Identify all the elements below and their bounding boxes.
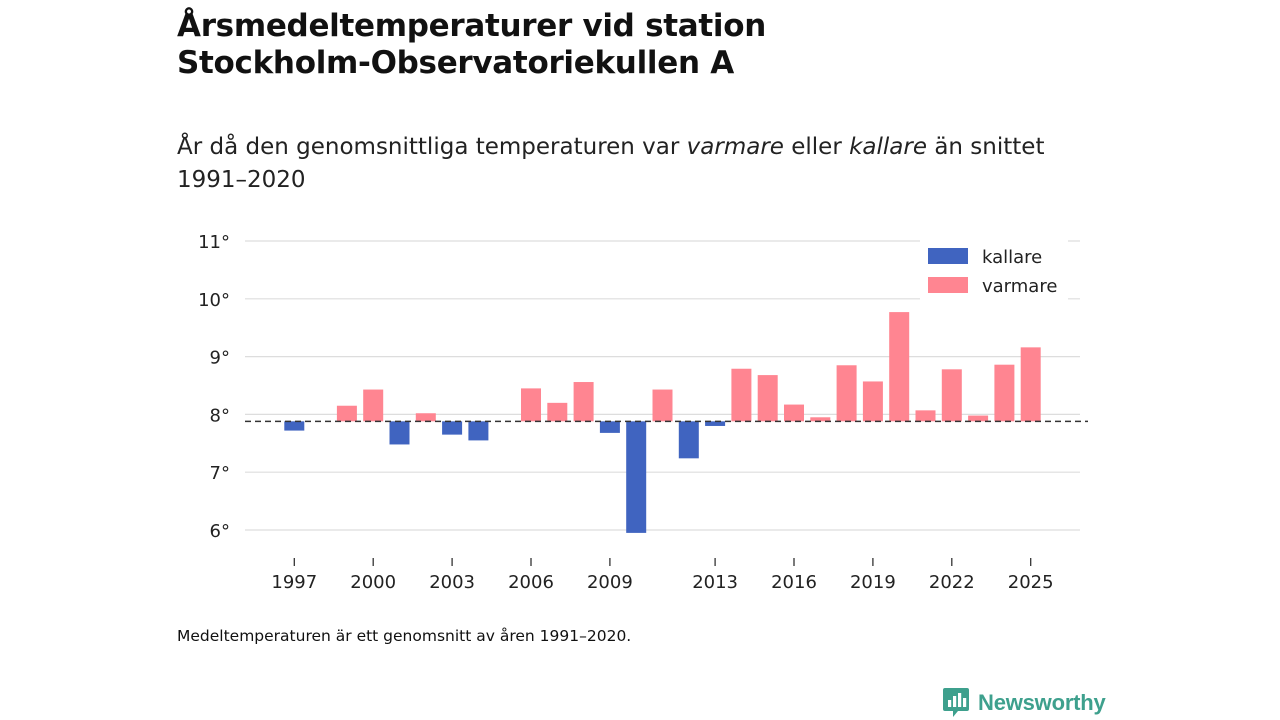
- y-tick-label: 8°: [210, 405, 230, 426]
- y-tick-label: 10°: [198, 290, 230, 311]
- brand-name: Newsworthy: [978, 690, 1106, 715]
- bar: [521, 388, 541, 422]
- legend-swatch: [928, 277, 968, 293]
- y-tick-label: 9°: [210, 348, 230, 369]
- bar: [336, 405, 357, 422]
- x-tick-label: 2019: [850, 572, 896, 593]
- bar: [941, 369, 962, 422]
- chart-subtitle: År då den genomsnittliga temperaturen va…: [177, 131, 1077, 197]
- bar: [442, 421, 463, 435]
- x-tick-label: 2000: [350, 572, 396, 593]
- newsworthy-logo-icon: [943, 688, 969, 717]
- x-tick-label: 2006: [508, 572, 554, 593]
- title-line-1: Årsmedeltemperaturer vid station: [177, 8, 766, 44]
- bar: [652, 389, 673, 422]
- bar: [547, 402, 568, 422]
- bar: [363, 389, 384, 422]
- x-tick-label: 2003: [429, 572, 475, 593]
- legend-label: kallare: [982, 247, 1042, 268]
- bar: [889, 312, 910, 422]
- bar: [915, 410, 936, 422]
- chart-title: Årsmedeltemperaturer vid station Stockho…: [177, 8, 1077, 82]
- bar: [626, 421, 647, 533]
- x-tick-label: 2025: [1008, 572, 1054, 593]
- y-tick-label: 6°: [210, 521, 230, 542]
- footnote: Medeltemperaturen är ett genomsnitt av å…: [177, 627, 632, 645]
- subtitle-warm-word: varmare: [686, 134, 784, 160]
- bar: [836, 365, 857, 422]
- x-tick-label: 2009: [587, 572, 633, 593]
- legend-label: varmare: [982, 276, 1057, 297]
- subtitle-part-3: än snittet 1991–2020: [177, 134, 1045, 193]
- bar: [705, 421, 726, 426]
- bar: [757, 375, 778, 422]
- bar: [415, 413, 436, 422]
- bar-chart: 6° 7° 8° 9° 10° 11° 1997 2000 2003 2006 2009 2013 20…: [198, 232, 1088, 593]
- bar: [678, 421, 699, 459]
- bar: [862, 381, 883, 422]
- bar: [968, 415, 989, 422]
- newsworthy-logo: Newsworthy: [942, 686, 1106, 720]
- subtitle-part-2: eller: [783, 134, 850, 160]
- bar: [573, 382, 594, 422]
- y-tick-label: 11°: [198, 232, 230, 253]
- bar: [784, 404, 804, 422]
- bar: [1020, 347, 1041, 422]
- bar: [731, 368, 752, 422]
- x-tick-label: 2022: [929, 572, 975, 593]
- subtitle-cold-word: kallare: [849, 134, 928, 160]
- bar: [994, 364, 1015, 422]
- x-tick-label: 2016: [771, 572, 817, 593]
- x-tick-label: 2013: [692, 572, 738, 593]
- title-line-2: Stockholm-Observatoriekullen A: [177, 45, 734, 81]
- subtitle-part-1: År då den genomsnittliga temperaturen va…: [177, 134, 687, 160]
- bar: [599, 421, 620, 433]
- bar: [468, 421, 489, 441]
- bar: [389, 421, 410, 445]
- legend-swatch: [928, 248, 968, 264]
- y-tick-label: 7°: [210, 463, 230, 484]
- bar: [284, 421, 305, 431]
- bar: [810, 417, 831, 422]
- x-tick-label: 1997: [271, 572, 317, 593]
